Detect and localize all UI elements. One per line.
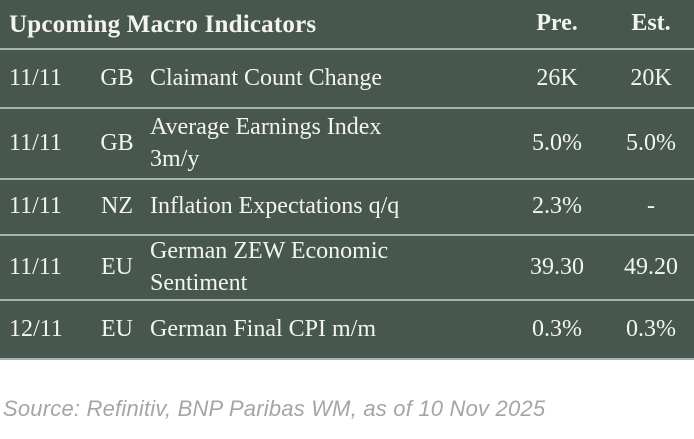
column-header-pre: Pre. — [536, 10, 578, 37]
indicator-cell: Inflation Expectations q/q — [150, 193, 400, 220]
est-value-cell: 20K — [630, 64, 672, 91]
country-cell: GB — [100, 129, 134, 156]
macro-indicators-table: Upcoming Macro Indicators Pre. Est. 11/1… — [0, 0, 694, 361]
pre-value-cell: 5.0% — [532, 129, 582, 156]
date-cell: 11/11 — [9, 64, 62, 91]
table-row: 11/11 GB Claimant Count Change 26K 20K — [0, 50, 694, 109]
pre-value-cell: 26K — [536, 64, 578, 91]
est-value-cell: 0.3% — [626, 316, 676, 342]
country-cell: NZ — [101, 193, 133, 220]
date-cell: 11/11 — [9, 129, 62, 156]
country-cell: EU — [101, 316, 133, 342]
country-cell: EU — [101, 253, 133, 280]
indicator-cell: German ZEW Economic Sentiment — [150, 238, 389, 296]
table-row: 11/11 GB Average Earnings Index 3m/y 5.0… — [0, 109, 694, 180]
table-title: Upcoming Macro Indicators — [9, 10, 317, 38]
country-cell: GB — [100, 64, 134, 91]
pre-value-cell: 2.3% — [532, 193, 582, 220]
est-value-cell: 5.0% — [626, 129, 676, 156]
table-header-row: Upcoming Macro Indicators Pre. Est. — [0, 0, 694, 50]
table-row: 11/11 NZ Inflation Expectations q/q 2.3%… — [0, 180, 694, 236]
date-cell: 11/11 — [9, 253, 62, 280]
table-row: 12/11 EU German Final CPI m/m 0.3% 0.3% — [0, 301, 694, 361]
pre-value-cell: 0.3% — [532, 316, 582, 342]
column-header-est: Est. — [631, 10, 671, 37]
date-cell: 12/11 — [9, 316, 63, 342]
pre-value-cell: 39.30 — [530, 253, 584, 280]
indicator-cell: Average Earnings Index 3m/y — [150, 113, 382, 172]
table-row: 11/11 EU German ZEW Economic Sentiment 3… — [0, 236, 694, 302]
est-value-cell: 49.20 — [624, 253, 678, 280]
date-cell: 11/11 — [9, 193, 62, 220]
indicator-cell: Claimant Count Change — [150, 64, 382, 91]
indicator-cell: German Final CPI m/m — [150, 316, 376, 342]
est-value-cell: - — [647, 193, 655, 220]
source-note: Source: Refinitiv, BNP Paribas WM, as of… — [3, 396, 546, 421]
